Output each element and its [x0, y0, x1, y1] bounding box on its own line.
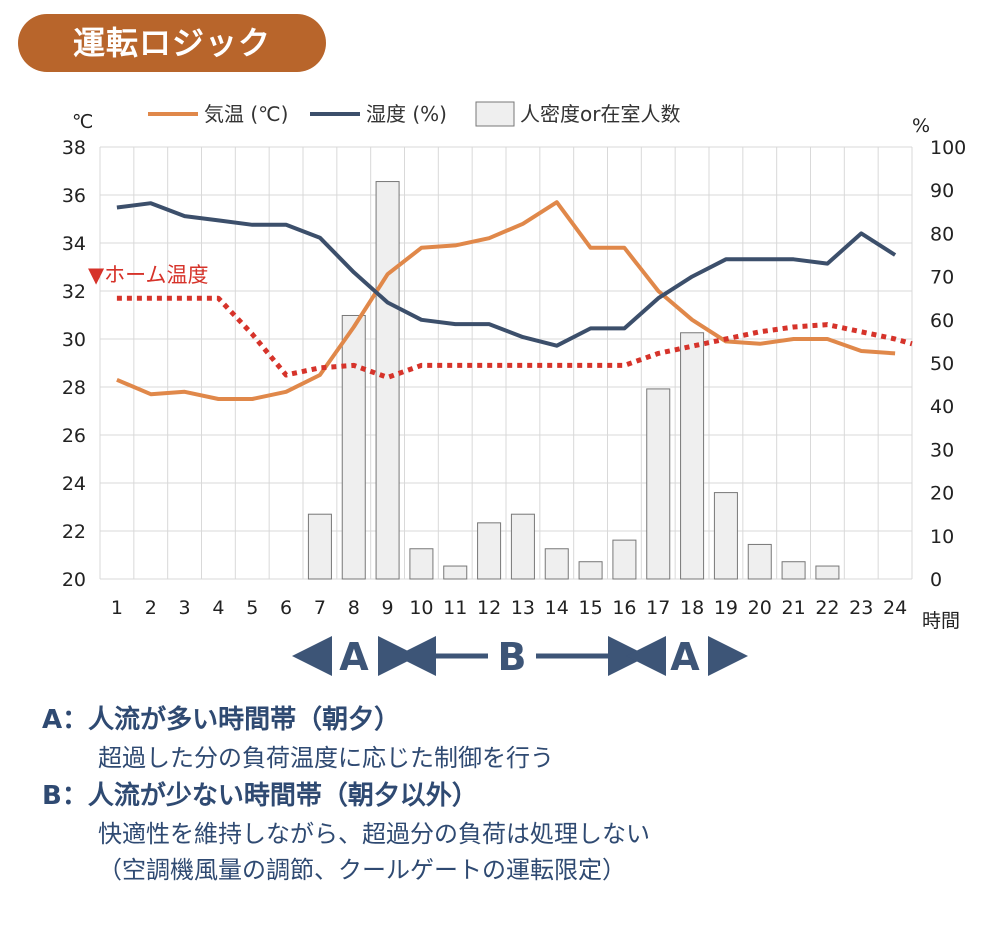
y-right-tick-label: 60	[930, 310, 954, 332]
legend-humidity-label: 湿度 (%)	[366, 102, 447, 126]
x-tick-label: 4	[212, 597, 224, 619]
temp-line	[116, 200, 896, 401]
density-bar	[781, 561, 806, 580]
y-left-tick-label: 28	[62, 377, 86, 399]
y-right-tick-label: 100	[930, 137, 966, 159]
x-tick-label: 7	[314, 597, 326, 619]
density-bar	[612, 539, 637, 580]
y-right-tick-label: 40	[930, 396, 954, 418]
y-left-tick-label: 38	[62, 137, 86, 159]
x-tick-label: 13	[511, 597, 535, 619]
y-left-tick-label: 36	[62, 185, 86, 207]
x-tick-label: 3	[179, 597, 191, 619]
zone-a2-label: A	[670, 635, 700, 679]
density-bar	[646, 388, 671, 580]
y-left-tick-label: 26	[62, 425, 86, 447]
y-left-tick-label: 30	[62, 329, 86, 351]
x-tick-label: 9	[382, 597, 394, 619]
y-left-tick-label: 20	[62, 569, 86, 591]
y-right-tick-label: 50	[930, 353, 954, 375]
chart-grid	[99, 146, 913, 580]
zone-arrows: A B A	[292, 635, 748, 679]
x-tick-label: 5	[246, 597, 258, 619]
x-tick-label: 14	[545, 597, 569, 619]
y-right-unit: %	[912, 115, 930, 137]
density-bar	[477, 522, 502, 580]
density-bar	[307, 513, 332, 580]
note-b-body-1: 快適性を維持しながら、超過分の負荷は処理しない	[98, 820, 650, 848]
x-tick-label: 11	[443, 597, 467, 619]
y-right-tick-label: 80	[930, 223, 954, 245]
x-tick-label: 17	[646, 597, 670, 619]
x-tick-label: 24	[883, 597, 907, 619]
note-b-title: B：人流が少ない時間帯（朝夕以外）	[42, 781, 478, 811]
y-left-tick-label: 32	[62, 281, 86, 303]
x-tick-label: 21	[781, 597, 805, 619]
x-tick-label: 20	[748, 597, 772, 619]
x-tick-label: 23	[849, 597, 873, 619]
x-tick-label: 15	[578, 597, 602, 619]
x-tick-label: 1	[111, 597, 123, 619]
y-left-tick-label: 34	[62, 233, 86, 255]
axis-ticks: 2022242628303234363801020304050607080901…	[62, 137, 966, 619]
x-tick-label: 8	[348, 597, 360, 619]
chart: 2022242628303234363801020304050607080901…	[62, 101, 966, 679]
density-bar	[747, 543, 772, 580]
zone-a1-label: A	[339, 635, 369, 679]
density-bar	[510, 513, 535, 580]
density-bar	[544, 548, 569, 580]
legend-temp-label: 気温 (℃)	[204, 102, 288, 126]
y-right-tick-label: 30	[930, 439, 954, 461]
x-tick-label: 22	[815, 597, 839, 619]
legend: 気温 (℃) 湿度 (%) 人密度or在室人数	[148, 101, 680, 127]
x-tick-label: 6	[280, 597, 292, 619]
y-left-tick-label: 24	[62, 473, 86, 495]
home-temp-label: ▼ホーム温度	[88, 263, 209, 287]
x-tick-label: 18	[680, 597, 704, 619]
y-right-tick-label: 70	[930, 267, 954, 289]
density-bar	[409, 548, 434, 580]
y-right-tick-label: 0	[930, 569, 942, 591]
zone-b-label: B	[498, 635, 527, 679]
notes: A：人流が多い時間帯（朝夕） 超過した分の負荷温度に応じた制御を行う B：人流が…	[42, 700, 650, 888]
note-b-body-2: （空調機風量の調節、クールゲートの運転限定）	[98, 856, 626, 884]
x-tick-label: 2	[145, 597, 157, 619]
y-right-tick-label: 90	[930, 180, 954, 202]
note-a-body: 超過した分の負荷温度に応じた制御を行う	[98, 744, 554, 772]
page-title: 運転ロジック	[18, 14, 326, 72]
density-bar	[680, 332, 705, 580]
density-bar	[375, 181, 400, 580]
home-temp-line	[116, 295, 913, 380]
legend-density-label: 人密度or在室人数	[520, 102, 680, 126]
y-right-tick-label: 20	[930, 483, 954, 505]
x-tick-label: 10	[409, 597, 433, 619]
density-bar	[443, 565, 468, 580]
legend-density-swatch	[475, 101, 515, 127]
x-tick-label: 12	[477, 597, 501, 619]
density-bar	[578, 561, 603, 580]
note-a-title: A：人流が多い時間帯（朝夕）	[42, 705, 401, 735]
density-bar	[815, 565, 840, 580]
humidity-line	[116, 201, 897, 348]
y-left-tick-label: 22	[62, 521, 86, 543]
series-lines	[116, 200, 913, 401]
density-bar	[341, 314, 366, 580]
y-right-tick-label: 10	[930, 526, 954, 548]
x-tick-label: 19	[714, 597, 738, 619]
y-left-unit: ℃	[72, 111, 93, 133]
x-tick-label: 16	[612, 597, 636, 619]
x-axis-label: 時間	[922, 610, 960, 632]
density-bar	[713, 492, 738, 580]
